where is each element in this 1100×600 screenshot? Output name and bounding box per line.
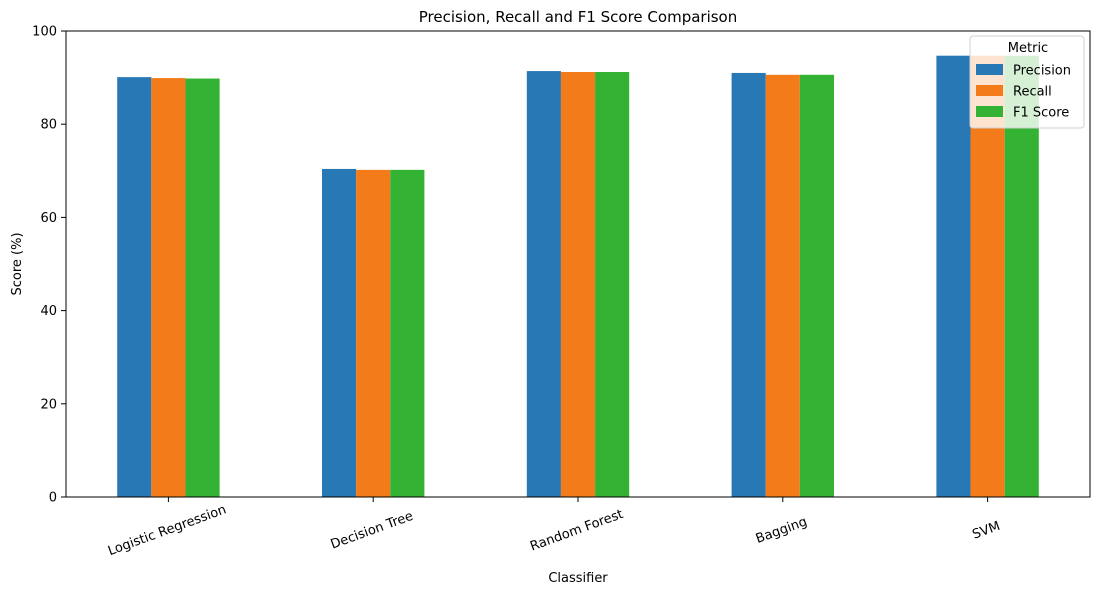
bar-precision-1 [322, 168, 357, 497]
y-tick-label: 80 [40, 118, 57, 133]
bar-recall-4 [970, 55, 1005, 497]
bar-f1-score-0 [185, 78, 220, 498]
y-tick-label: 20 [40, 397, 57, 412]
x-tick-label: Logistic Regression [106, 502, 228, 559]
y-axis-ticks: 0 20 40 60 80 100 [32, 25, 66, 506]
x-tick-label: SVM [971, 519, 1003, 543]
x-axis-label: Classifier [548, 571, 608, 586]
bar-precision-3 [731, 72, 766, 497]
legend-box [969, 35, 1085, 129]
y-tick-label: 40 [40, 304, 57, 319]
legend-swatch-precision [976, 64, 1003, 75]
bars [117, 55, 1039, 498]
bar-recall-2 [560, 72, 596, 498]
x-tick-label: Random Forest [528, 507, 625, 555]
plot-frame [65, 30, 1091, 498]
y-tick-label: 100 [32, 25, 57, 40]
bar-precision-0 [117, 77, 152, 497]
x-axis-ticks: Logistic Regression Decision Tree Random F… [106, 497, 1002, 559]
legend-swatch-f1-score [976, 106, 1003, 117]
legend-swatch-recall [976, 85, 1003, 96]
bar-precision-4 [936, 55, 971, 497]
legend: Metric Precision Recall F1 Score [969, 35, 1085, 129]
bar-f1-score-3 [799, 74, 834, 497]
legend-label: Recall [1013, 85, 1052, 100]
x-tick-label: Decision Tree [329, 509, 415, 553]
y-axis-label: Score (%) [10, 232, 25, 295]
legend-label: Precision [1013, 64, 1071, 79]
x-tick-label: Bagging [754, 515, 809, 547]
bar-recall-1 [356, 169, 391, 498]
legend-title: Metric [1008, 41, 1048, 56]
chart-title: Precision, Recall and F1 Score Compariso… [419, 8, 738, 26]
bar-recall-0 [151, 78, 186, 497]
y-tick-label: 0 [49, 491, 57, 506]
bar-precision-2 [526, 71, 561, 498]
bar-recall-3 [765, 74, 800, 497]
legend-label: F1 Score [1013, 106, 1069, 121]
bar-f1-score-2 [595, 72, 630, 498]
bar-f1-score-4 [1004, 55, 1039, 497]
bar-f1-score-1 [390, 169, 425, 498]
y-tick-label: 60 [40, 211, 57, 226]
